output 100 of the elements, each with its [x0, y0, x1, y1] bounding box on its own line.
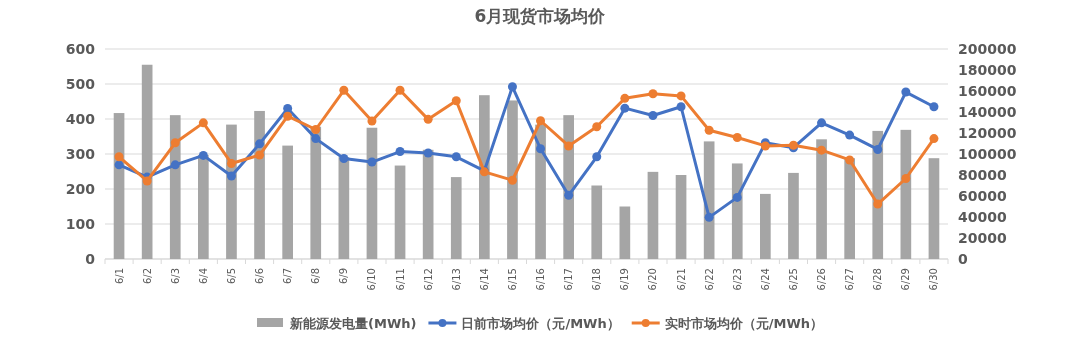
point [817, 118, 827, 128]
point [620, 103, 630, 113]
point [873, 199, 883, 209]
y2-tick-label: 20000 [958, 230, 1007, 246]
x-tick-label: 6/2 [141, 268, 153, 285]
x-tick-label: 6/23 [731, 268, 743, 291]
point [732, 133, 742, 143]
y2-tick-label: 0 [958, 251, 968, 267]
x-tick-label: 6/5 [225, 268, 237, 285]
point [283, 104, 293, 113]
point [255, 139, 265, 149]
x-tick-label: 6/10 [366, 268, 378, 291]
point [676, 91, 686, 101]
y-tick-label: 600 [65, 41, 96, 57]
point [423, 114, 433, 124]
point [564, 141, 574, 151]
bar [507, 100, 518, 259]
point [901, 87, 911, 97]
point [845, 130, 855, 140]
x-tick-label: 6/20 [647, 268, 659, 291]
point [620, 93, 630, 103]
point [564, 190, 574, 200]
y-tick-label: 300 [65, 146, 96, 162]
x-tick-label: 6/7 [282, 268, 294, 285]
x-tick-label: 6/29 [900, 268, 912, 291]
y-tick-label: 200 [65, 181, 96, 197]
x-tick-label: 6/26 [816, 268, 828, 291]
point [283, 111, 293, 121]
point [395, 147, 405, 157]
x-tick-label: 6/21 [675, 268, 687, 291]
point [704, 212, 714, 222]
x-tick-label: 6/4 [197, 268, 209, 285]
x-tick-label: 6/22 [703, 268, 715, 291]
bar [141, 64, 153, 259]
x-tick-label: 6/3 [169, 268, 181, 285]
point [507, 175, 517, 185]
bar [394, 165, 406, 259]
bar [366, 127, 378, 259]
x-tick-label: 6/6 [254, 268, 266, 285]
x-tick-label: 6/17 [563, 268, 575, 291]
point [929, 134, 939, 144]
point [367, 157, 377, 167]
point [817, 145, 827, 155]
y2-tick-label: 60000 [958, 188, 1007, 204]
point [198, 118, 208, 128]
legend-label: 日前市场均价（元/MWh） [461, 316, 620, 331]
y2-tick-label: 180000 [958, 62, 1017, 78]
bar [816, 139, 827, 259]
x-tick-label: 6/12 [422, 268, 434, 291]
x-tick-label: 6/27 [844, 268, 856, 291]
x-tick-label: 6/15 [506, 268, 518, 291]
bar [450, 177, 462, 259]
point [339, 154, 349, 164]
point [704, 125, 714, 135]
y2-tick-label: 160000 [958, 83, 1017, 99]
bar [591, 185, 603, 259]
point [732, 192, 742, 202]
bar [760, 193, 771, 259]
point [423, 148, 433, 158]
point [676, 102, 686, 112]
x-tick-label: 6/9 [338, 268, 350, 285]
point [142, 176, 152, 186]
y2-tick-label: 40000 [958, 209, 1007, 225]
bar [113, 113, 125, 259]
bar [338, 157, 350, 259]
y2-tick-label: 120000 [958, 125, 1017, 141]
point [845, 155, 855, 165]
point [648, 89, 658, 99]
y-tick-label: 100 [65, 216, 96, 232]
y-tick-label: 0 [85, 251, 96, 267]
point [395, 85, 405, 95]
bar [844, 158, 855, 259]
legend-label: 实时市场均价（元/MWh） [664, 316, 823, 331]
y2-tick-label: 100000 [958, 146, 1017, 162]
legend-label: 新能源发电量(MWh) [289, 316, 417, 331]
point [901, 174, 911, 183]
point [114, 160, 124, 170]
x-tick-label: 6/13 [450, 268, 462, 291]
x-tick-label: 6/16 [535, 268, 547, 291]
point [114, 152, 124, 162]
x-tick-label: 6/25 [787, 268, 799, 291]
y2-tick-label: 200000 [958, 41, 1017, 57]
bar [169, 115, 181, 259]
point [592, 152, 602, 162]
point [592, 122, 602, 132]
point [873, 144, 883, 154]
x-tick-label: 6/18 [591, 268, 603, 291]
bar [675, 175, 687, 259]
x-tick-label: 6/1 [113, 268, 125, 285]
point [367, 116, 377, 126]
x-tick-label: 6/24 [759, 268, 771, 291]
bar [731, 163, 743, 259]
point [929, 102, 939, 112]
bar [788, 172, 799, 259]
bar [282, 145, 293, 259]
bar [900, 129, 912, 259]
bar [198, 155, 209, 259]
point [226, 171, 236, 181]
point [507, 82, 517, 92]
title: 6月现货市场均价 [474, 6, 606, 26]
